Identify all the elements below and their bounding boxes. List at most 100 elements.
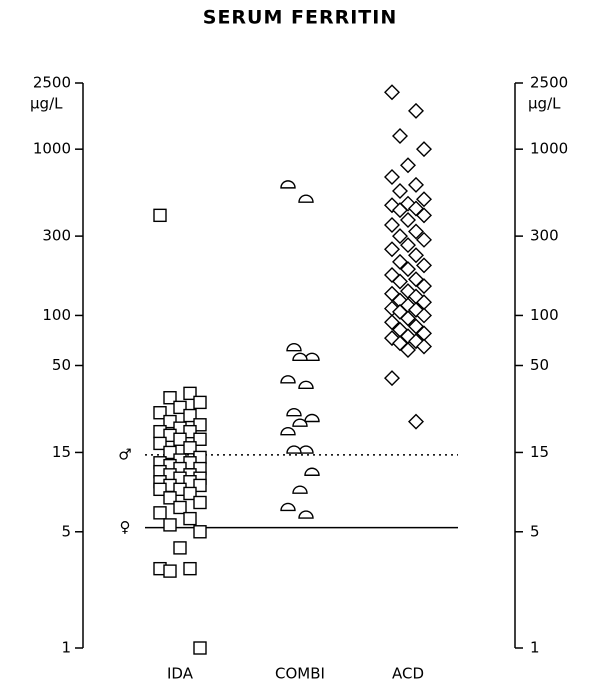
- y-tick-label-right: 100: [530, 306, 559, 324]
- square-marker: [173, 500, 187, 515]
- diamond-marker: [416, 191, 432, 208]
- half-circle-marker: [292, 418, 308, 427]
- diamond-marker: [416, 257, 432, 274]
- diamond-marker: [416, 207, 432, 224]
- diamond-marker: [408, 223, 424, 240]
- diamond-marker: [400, 237, 416, 254]
- y-tick-label-right: 50: [530, 356, 549, 374]
- diamond-marker: [384, 216, 400, 233]
- square-marker: [193, 478, 207, 493]
- square-marker: [193, 418, 207, 432]
- square-marker: [163, 445, 177, 460]
- diamond-marker: [392, 228, 408, 245]
- half-circle-marker: [280, 375, 296, 384]
- diamond-marker: [392, 128, 408, 144]
- y-tick-label: 2500: [33, 74, 71, 92]
- square-marker: [163, 518, 177, 532]
- square-marker: [163, 564, 177, 578]
- diamond-marker: [384, 370, 400, 387]
- square-marker: [183, 386, 197, 401]
- half-circle-marker: [286, 408, 302, 417]
- diamond-marker: [392, 202, 408, 219]
- square-marker: [193, 525, 207, 539]
- square-marker: [183, 486, 197, 501]
- y-tick-label-right: 1000: [530, 140, 568, 158]
- half-circle-marker: [280, 426, 296, 436]
- diamond-marker: [408, 271, 424, 288]
- half-circle-marker: [298, 380, 314, 390]
- y-tick-label: 300: [42, 227, 71, 245]
- diamond-marker: [408, 301, 424, 318]
- y-tick-label: 1000: [33, 140, 71, 158]
- half-circle-marker: [304, 467, 320, 476]
- square-marker: [163, 491, 177, 505]
- y-unit-left: µg/L: [30, 95, 63, 113]
- diamond-marker: [400, 261, 416, 278]
- square-marker: [163, 391, 177, 405]
- diamond-marker: [416, 141, 432, 158]
- square-marker: [153, 436, 167, 451]
- half-circle-marker: [304, 413, 320, 423]
- diamond-marker: [384, 169, 400, 186]
- diamond-marker: [384, 84, 400, 101]
- y-tick-label-right: 5: [530, 522, 540, 540]
- x-tick-label: ACD: [392, 665, 424, 683]
- y-tick-label: 5: [61, 522, 71, 540]
- diamond-marker: [416, 307, 432, 324]
- diamond-marker: [384, 241, 400, 258]
- y-tick-label: 1: [61, 639, 71, 657]
- half-circle-marker: [286, 445, 302, 454]
- diamond-marker: [416, 278, 432, 295]
- diamond-marker: [384, 314, 400, 331]
- y-tick-label-right: 1: [530, 639, 540, 657]
- diamond-marker: [400, 212, 416, 228]
- square-marker: [153, 482, 167, 497]
- y-tick-label: 100: [42, 306, 71, 324]
- square-marker: [173, 541, 187, 555]
- chart-title: SERUM FERRITIN: [203, 7, 397, 29]
- half-circle-marker: [280, 502, 296, 512]
- diamond-marker: [400, 341, 416, 358]
- diamond-marker: [408, 413, 424, 430]
- square-marker: [153, 406, 167, 420]
- square-marker: [193, 495, 207, 510]
- half-circle-marker: [298, 194, 314, 203]
- square-marker: [183, 424, 197, 439]
- y-tick-label-right: 15: [530, 443, 549, 461]
- square-marker: [193, 395, 207, 410]
- diamond-marker: [400, 157, 416, 174]
- square-marker: [183, 561, 197, 576]
- diamond-marker: [384, 330, 400, 347]
- half-circle-marker: [280, 180, 296, 189]
- diamond-marker: [384, 267, 400, 284]
- y-tick-label: 15: [52, 443, 71, 461]
- reference-label: ♀: [120, 518, 131, 536]
- square-marker: [173, 400, 187, 415]
- square-marker: [153, 208, 167, 223]
- y-tick-label-right: 300: [530, 227, 559, 245]
- reference-label: ♂: [118, 445, 131, 463]
- half-circle-marker: [298, 510, 314, 519]
- y-unit-right: µg/L: [528, 95, 561, 113]
- diamond-marker: [408, 176, 424, 193]
- half-circle-marker: [292, 485, 308, 494]
- square-marker: [183, 408, 197, 423]
- x-tick-label: COMBI: [275, 665, 325, 683]
- x-tick-label: IDA: [167, 665, 194, 683]
- diamond-marker: [416, 338, 432, 355]
- diamond-marker: [392, 335, 408, 352]
- diamond-marker: [408, 247, 424, 264]
- y-tick-label-right: 2500: [530, 74, 568, 92]
- diamond-marker: [416, 231, 432, 248]
- half-circle-marker: [292, 352, 308, 362]
- square-marker: [193, 432, 207, 446]
- diamond-marker: [392, 273, 408, 290]
- square-marker: [173, 432, 187, 446]
- diamond-marker: [392, 253, 408, 270]
- square-marker: [183, 441, 197, 455]
- y-tick-label: 50: [52, 356, 71, 374]
- half-circle-marker: [286, 342, 302, 352]
- square-marker: [193, 641, 207, 655]
- diamond-marker: [392, 183, 408, 200]
- diamond-marker: [408, 102, 424, 119]
